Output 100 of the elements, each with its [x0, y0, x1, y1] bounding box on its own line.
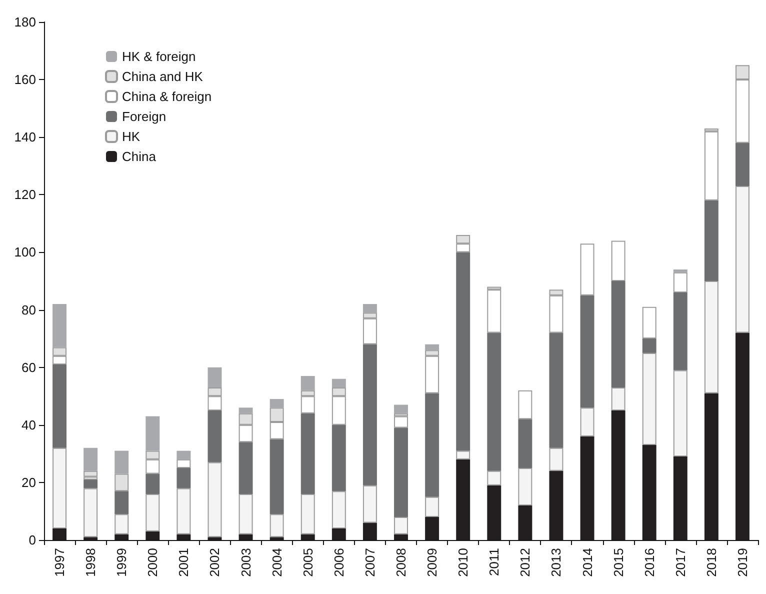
bar [146, 494, 160, 532]
bar [84, 537, 98, 540]
bar [84, 480, 98, 488]
x-tick-label: 2014 [580, 548, 595, 577]
bar [146, 531, 160, 540]
y-tick-label: 140 [14, 130, 36, 145]
bar [487, 290, 502, 333]
x-tick-label: 2002 [207, 548, 222, 577]
bar [425, 344, 440, 350]
x-tick-label: 2017 [672, 548, 688, 577]
bar [580, 244, 594, 296]
bar [176, 459, 191, 468]
legend-label: China [122, 149, 157, 164]
bar [238, 494, 253, 534]
bar [456, 459, 470, 540]
bar [176, 488, 191, 534]
bar [52, 304, 67, 348]
bar [580, 436, 594, 540]
bar [394, 516, 408, 534]
bar [425, 516, 440, 540]
bar [238, 408, 253, 414]
y-tick-label: 100 [14, 244, 36, 260]
bar [704, 200, 718, 281]
x-tick-label: 2019 [734, 548, 750, 577]
bar [673, 292, 688, 370]
bar [332, 378, 346, 388]
bar [425, 393, 440, 497]
x-tick-label: 2005 [300, 548, 316, 577]
bar [52, 528, 67, 540]
bar [518, 468, 532, 506]
bar [176, 534, 191, 540]
bar [300, 534, 315, 540]
bar [114, 474, 129, 492]
bar [114, 534, 129, 540]
x-tick-label: 2013 [548, 548, 564, 577]
bar [270, 439, 284, 514]
bar [146, 474, 160, 494]
bar [208, 462, 222, 538]
bar [362, 485, 377, 523]
legend-label: HK & foreign [122, 49, 196, 64]
y-tick-label: 40 [22, 417, 36, 432]
bar [52, 448, 67, 528]
bar [456, 252, 470, 451]
bar [611, 240, 626, 281]
bar [332, 491, 346, 528]
bar [518, 390, 532, 420]
bar [300, 376, 315, 390]
bar [394, 404, 408, 414]
y-tick-label: 120 [14, 187, 36, 202]
bar [673, 272, 688, 293]
x-tick-label: 2006 [331, 548, 346, 577]
bar [394, 428, 408, 517]
bar [300, 494, 315, 534]
bar [580, 408, 594, 436]
bar [176, 468, 191, 488]
y-tick-label: 180 [14, 14, 36, 30]
y-tick-label: 0 [28, 532, 36, 548]
x-tick-label: 2015 [610, 548, 626, 577]
bar [642, 306, 656, 339]
bar [362, 522, 377, 540]
x-tick-label: 2009 [424, 548, 440, 577]
bar [673, 370, 688, 457]
y-tick-label: 20 [22, 474, 36, 490]
x-tick-label: 1999 [114, 548, 130, 577]
x-tick-label: 2001 [176, 548, 192, 577]
bar [735, 142, 750, 186]
x-tick-label: 2018 [704, 548, 719, 577]
bar [270, 398, 284, 408]
x-tick-label: 2000 [145, 548, 160, 577]
bar [487, 332, 502, 471]
bar [580, 295, 594, 408]
x-tick-label: 2012 [518, 548, 533, 577]
bar [146, 416, 160, 451]
bar [518, 505, 532, 540]
x-tick-label: 2004 [269, 548, 284, 577]
bar [704, 393, 718, 540]
x-tick-label: 2007 [362, 548, 378, 577]
bar [208, 367, 222, 388]
x-tick-label: 1998 [83, 548, 98, 577]
bar [84, 488, 98, 538]
bar [114, 450, 129, 474]
bar [487, 470, 502, 486]
bar [394, 416, 408, 428]
bar [270, 514, 284, 538]
x-tick-label: 1997 [52, 548, 68, 577]
y-tick-label: 60 [22, 360, 36, 375]
bar [611, 281, 626, 388]
bar [704, 131, 718, 200]
y-tick-label: 160 [14, 72, 36, 88]
bar [673, 269, 688, 272]
bar [549, 448, 564, 471]
y-tick-label: 80 [22, 302, 36, 318]
bar [549, 470, 564, 540]
x-tick-label: 2011 [486, 548, 502, 576]
bar [332, 424, 346, 492]
legend-label: China and HK [122, 69, 204, 84]
bar [673, 456, 688, 540]
legend-label: HK [122, 129, 140, 144]
bar [611, 387, 626, 410]
bar [208, 410, 222, 462]
